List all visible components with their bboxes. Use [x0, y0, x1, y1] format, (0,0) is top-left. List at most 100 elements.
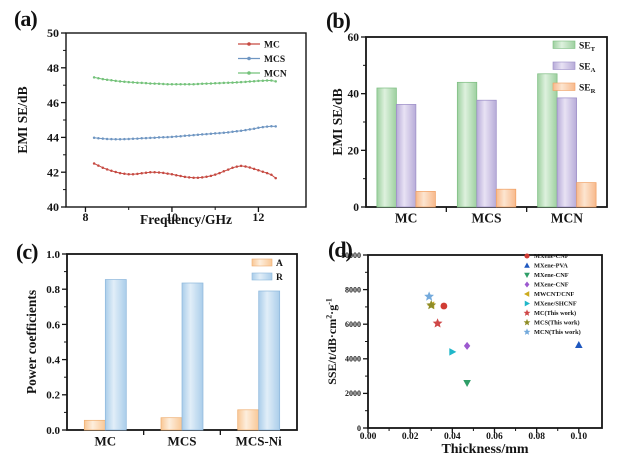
legend-label: MCS	[264, 55, 285, 65]
data-point	[244, 80, 247, 84]
data-point	[257, 79, 260, 83]
data-point	[265, 125, 269, 128]
y-axis-label: EMI SE/dB	[330, 88, 345, 155]
legend-marker	[524, 262, 530, 268]
data-point	[231, 81, 234, 84]
x-axis-label: Thickness/mm	[441, 442, 528, 457]
data-point	[187, 82, 191, 86]
data-point	[226, 131, 230, 134]
bar-MCS-R	[181, 282, 204, 431]
data-point	[153, 82, 156, 85]
y-tick-label: 1.0	[46, 249, 60, 261]
bar-MCS-SE_T	[456, 81, 478, 208]
legend-marker	[524, 253, 530, 259]
data-point	[192, 82, 195, 86]
data-point	[248, 166, 252, 169]
x-tick-label: 0.02	[402, 432, 419, 442]
legend-label: SEA	[579, 63, 596, 74]
data-point	[192, 176, 195, 180]
category-label: MCS-Ni	[236, 434, 283, 449]
y-tick-label: 20	[348, 145, 360, 157]
data-point	[131, 81, 135, 84]
data-point	[270, 173, 273, 177]
y-tick-label: 10000	[341, 251, 361, 260]
x-tick-label: 0.06	[486, 432, 503, 442]
data-point	[144, 136, 148, 140]
data-point	[235, 165, 239, 168]
panel-b-label: (b)	[326, 8, 351, 33]
y-tick-label: 46	[47, 96, 59, 110]
data-point	[105, 168, 109, 171]
series-line-MCS	[94, 125, 276, 140]
data-point	[114, 138, 117, 141]
data-point	[270, 125, 273, 128]
svg-text:SSE/t/dB·cm2·g-1: SSE/t/dB·cm2·g-1	[324, 298, 339, 385]
legend-marker	[524, 291, 530, 297]
y-tick-label: 44	[47, 131, 59, 145]
data-point	[140, 81, 143, 85]
x-tick-label: 0.04	[444, 432, 461, 442]
data-point	[226, 81, 230, 85]
bar-MCS-Ni-R	[258, 290, 281, 431]
data-point	[205, 132, 208, 136]
data-point	[179, 134, 182, 138]
data-point	[110, 79, 113, 82]
legend-label: MXene-PVA	[534, 263, 568, 270]
bar-MC-SE_A	[396, 104, 417, 208]
data-point	[175, 135, 178, 138]
svg-text:Power coefficients: Power coefficients	[24, 290, 39, 394]
data-point	[131, 173, 135, 176]
data-point	[157, 136, 161, 139]
data-point	[196, 133, 200, 137]
chart-b-bar-emi-se-components: 0 20 40 60 EMI SE/dB MC MCS MCN SET SEA SER	[330, 32, 608, 226]
data-point	[257, 126, 260, 130]
series-A	[83, 409, 260, 431]
data-point	[170, 82, 174, 86]
legend-marker	[247, 71, 251, 75]
data-point	[140, 171, 143, 175]
bar-MC-SE_R	[415, 191, 436, 208]
data-point	[144, 171, 148, 174]
legend: MC MCS MCN	[238, 41, 287, 80]
data-point	[114, 79, 117, 83]
bar-MCS-SE_R	[495, 188, 517, 208]
data-point	[101, 166, 105, 169]
point-MXene/SHCNF	[449, 348, 457, 356]
data-point	[222, 131, 226, 134]
data-point	[153, 170, 156, 174]
data-point	[127, 80, 130, 84]
bar-MCS-SE_A	[476, 99, 497, 208]
legend-label: MC(This work)	[534, 310, 576, 317]
data-point	[92, 162, 96, 165]
data-point	[248, 80, 252, 83]
data-point	[261, 79, 265, 82]
data-point	[97, 76, 100, 80]
data-point	[257, 169, 260, 172]
data-point	[118, 138, 122, 141]
x-tick-label: 0.10	[570, 432, 587, 442]
series-MC	[92, 162, 277, 180]
series-SE_A	[396, 97, 577, 208]
data-point	[239, 129, 243, 133]
data-point	[252, 79, 256, 83]
data-point	[123, 80, 126, 83]
data-point	[192, 133, 195, 137]
data-point	[149, 136, 152, 140]
data-point	[261, 125, 265, 129]
y-tick-label: 60	[348, 32, 360, 44]
data-point	[244, 165, 247, 168]
x-axis: MC MCS MCS-Ni	[94, 430, 282, 449]
y-tick-label: 0.8	[46, 284, 60, 296]
y-axis: 0.0 0.2 0.4 0.6 0.8 1.0	[46, 249, 67, 437]
data-point	[196, 82, 200, 86]
y-axis: 40 42 44 46 48 50	[47, 26, 66, 214]
data-point	[118, 80, 122, 83]
data-point	[187, 134, 191, 137]
legend: MXene-CNF MXene-PVA MXene-CNF MXene-CNF MWCN…	[523, 253, 581, 336]
data-point	[149, 82, 152, 85]
data-point	[183, 134, 187, 138]
data-point	[97, 164, 100, 167]
data-point	[175, 173, 178, 177]
data-point	[205, 175, 208, 178]
bar-MCS-Ni-A	[237, 409, 260, 431]
